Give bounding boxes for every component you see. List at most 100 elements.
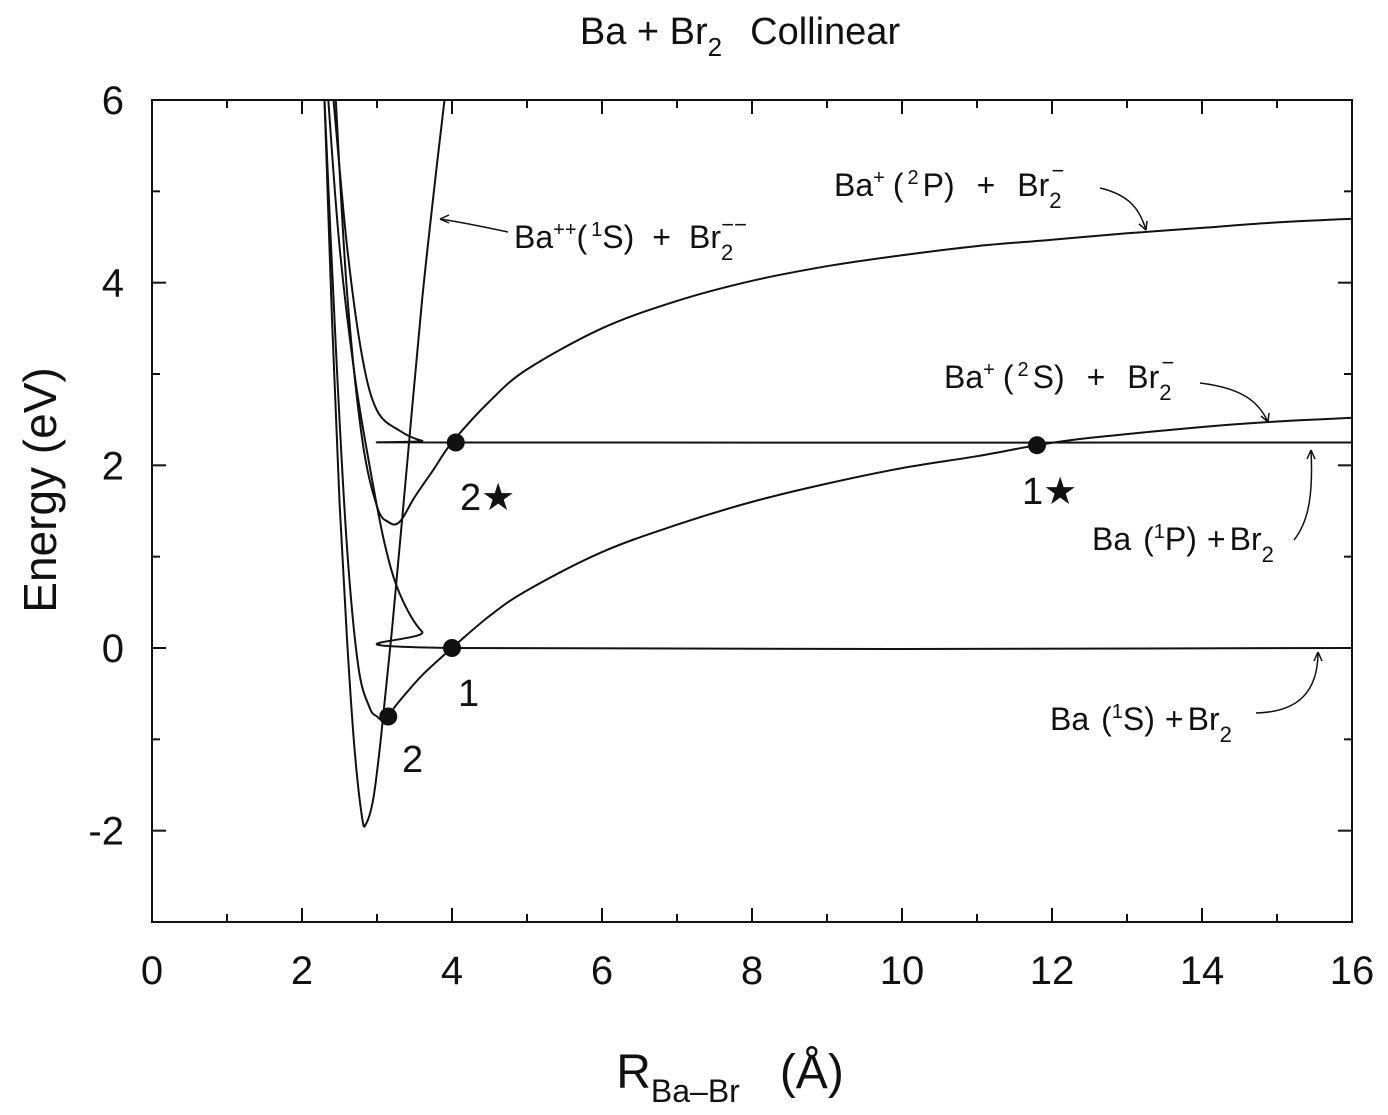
- curve-ba-2p-br2: [334, 99, 1353, 526]
- axis-ticks: [151, 99, 1353, 923]
- x-axis-label-unit: (Å): [780, 1046, 844, 1099]
- x-tick-label: 2: [291, 949, 313, 993]
- point-label-2: 2: [402, 739, 423, 781]
- ann-ba2p-mol: Br: [1017, 167, 1049, 203]
- ann-ba1p-mol: Br: [1230, 521, 1262, 557]
- y-tick-label: -2: [88, 810, 124, 854]
- ann-ba2p-state: P): [923, 167, 955, 203]
- y-tick-label: 6: [102, 79, 124, 123]
- arrowhead-ba-2p: [1138, 220, 1148, 231]
- x-tick-label: 10: [880, 949, 925, 993]
- ann-ba1s-plus: +: [1165, 701, 1184, 737]
- ann-ba2p-mol-sub: 2: [1049, 188, 1061, 213]
- ann-ba2-base: Ba: [514, 219, 553, 255]
- x-tick-label: 12: [1030, 949, 1075, 993]
- x-tick-label: 14: [1180, 949, 1225, 993]
- arrowhead-ba-1p: [1306, 449, 1316, 460]
- x-tick-label: 0: [141, 949, 163, 993]
- x-tick-label: 6: [591, 949, 613, 993]
- ann-ba2-open: (: [577, 219, 588, 255]
- ann-ba1s-state: S): [1123, 701, 1155, 737]
- ann-ba1p-state: P): [1165, 521, 1197, 557]
- y-tick-label: 4: [102, 262, 124, 306]
- curve-ba2-br2: [323, 99, 446, 828]
- x-tick-label: 16: [1330, 949, 1375, 993]
- arrow-ba-1p: [1293, 449, 1313, 541]
- title-sub: 2: [708, 32, 722, 62]
- ann-ba2s-mol-sup: −: [1162, 350, 1175, 375]
- x-tick-labels: 0 2 4 6 8 10 12 14 16: [141, 949, 1374, 993]
- chart-title: Ba + Br2 Collinear: [580, 11, 901, 62]
- ann-ba2-mol: Br: [689, 219, 721, 255]
- annotation-ba-1s: Ba (1S) + Br2: [1050, 701, 1232, 747]
- annotation-ba-2p: Ba+(2 P) + Br2−: [834, 158, 1064, 213]
- marker-point: [379, 707, 398, 726]
- arrowhead-ba-1s: [1313, 651, 1323, 662]
- curves-layer: [323, 99, 1353, 828]
- x-axis-label-sub: Ba–Br: [651, 1073, 740, 1109]
- ann-ba1p-open: (: [1143, 521, 1154, 557]
- arrow-ba2: [439, 218, 509, 233]
- title-main: Ba + Br: [580, 11, 708, 53]
- ann-ba1s-state-sup: 1: [1112, 701, 1123, 723]
- x-tick-label: 4: [441, 949, 463, 993]
- ann-ba2-state: S): [602, 219, 634, 255]
- ann-ba2-charge: ++: [553, 219, 576, 241]
- ann-ba2s-mol-sub: 2: [1159, 380, 1171, 405]
- ann-ba2p-plus: +: [977, 167, 996, 203]
- point-labels: 1 2 2★ 1★: [402, 471, 1077, 781]
- y-axis-label: Energy (eV): [14, 367, 66, 612]
- ann-ba1s-base: Ba: [1050, 701, 1089, 737]
- y-tick-label: 2: [102, 444, 124, 488]
- point-label-2-star: 2★: [460, 477, 515, 519]
- annotation-ba2: Ba++(1S) + Br2 −−: [514, 212, 747, 265]
- ann-ba2p-open: (: [893, 167, 904, 203]
- ann-ba2-mol-sub: 2: [721, 240, 733, 265]
- ann-ba1s-mol-sub: 2: [1220, 722, 1232, 747]
- ann-ba2-state-sup: 1: [591, 219, 602, 241]
- ann-ba2-plus: +: [652, 219, 671, 255]
- ann-ba2p-state-sup: 2: [907, 167, 918, 189]
- marker-points-layer: [379, 433, 1046, 726]
- ann-ba1s-mol: Br: [1188, 701, 1220, 737]
- ann-ba1p-plus: +: [1207, 521, 1226, 557]
- y-tick-labels: 6 4 2 0 -2: [88, 79, 124, 854]
- ann-ba2p-base: Ba: [834, 167, 873, 203]
- arrowhead-ba-2s: [1260, 412, 1270, 423]
- ann-ba2s-base: Ba: [944, 359, 983, 395]
- ann-ba1p-base: Ba: [1092, 521, 1131, 557]
- x-axis-label-main: R: [616, 1046, 651, 1099]
- ann-ba2-mol-sup: −−: [721, 212, 747, 237]
- marker-point: [443, 639, 461, 657]
- point-label-1-star: 1★: [1022, 471, 1077, 513]
- arrow-ba-1s: [1255, 651, 1319, 714]
- ann-ba1p-mol-sub: 2: [1262, 542, 1274, 567]
- x-axis-label: RBa–Br (Å): [616, 1046, 844, 1109]
- annotation-ba-1p: Ba (1P) + Br2: [1092, 521, 1274, 567]
- arrow-ba-2s: [1199, 382, 1269, 423]
- point-label-1: 1: [458, 673, 479, 715]
- arrow-ba-2p: [1099, 187, 1147, 231]
- ann-ba1p-state-sup: 1: [1154, 521, 1165, 543]
- annotation-ba-2s: Ba+(2 S) + Br2−: [944, 350, 1174, 405]
- ann-ba2s-charge: +: [983, 359, 995, 381]
- marker-point: [1028, 436, 1046, 455]
- curve-ba-1s-br2: [327, 99, 1353, 651]
- ann-ba2s-state: S): [1033, 359, 1065, 395]
- ann-ba2s-mol: Br: [1127, 359, 1159, 395]
- ann-ba2p-mol-sup: −: [1052, 158, 1065, 183]
- arrowhead-ba2: [439, 214, 450, 224]
- marker-point: [446, 433, 465, 452]
- ann-ba2p-charge: +: [873, 167, 885, 189]
- curve-ba-1p-br2: [332, 99, 1353, 444]
- ann-ba2s-state-sup: 2: [1017, 359, 1028, 381]
- ann-ba1s-open: (: [1101, 701, 1112, 737]
- curve-ba-2s-br2: [323, 99, 1353, 722]
- x-tick-label: 8: [741, 949, 763, 993]
- title-suffix: Collinear: [750, 11, 900, 53]
- ann-ba2s-open: (: [1003, 359, 1014, 395]
- plot-frame: [151, 99, 1353, 923]
- y-tick-label: 0: [102, 627, 124, 671]
- leader-arrows: [439, 187, 1323, 714]
